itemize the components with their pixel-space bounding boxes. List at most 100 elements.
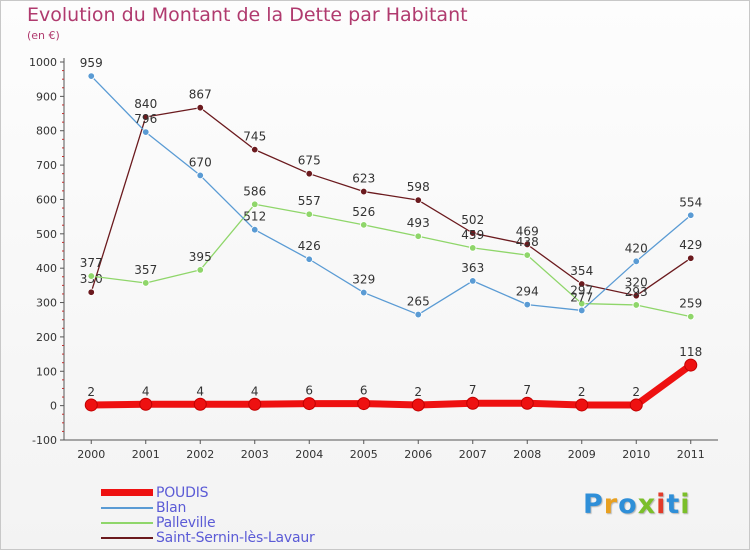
legend-swatch	[101, 489, 153, 496]
data-label: 438	[516, 235, 539, 249]
data-label: 502	[461, 213, 484, 227]
legend-label: Palleville	[156, 514, 216, 531]
data-label: 6	[360, 384, 368, 398]
data-label: 623	[352, 172, 375, 186]
x-tick-label: 2003	[241, 448, 269, 461]
data-label: 426	[298, 239, 321, 253]
legend-swatch	[101, 506, 153, 509]
x-tick-label: 2002	[186, 448, 214, 461]
data-label: 586	[243, 184, 266, 198]
data-point	[360, 288, 368, 297]
data-label: 118	[679, 345, 702, 359]
data-point	[469, 277, 477, 285]
data-point	[523, 251, 531, 259]
x-tick-label: 2000	[77, 448, 105, 461]
data-point	[139, 397, 153, 411]
legend-item: Blan	[101, 500, 315, 516]
x-tick-label: 2008	[513, 448, 541, 461]
data-point	[469, 229, 477, 237]
data-label: 4	[196, 384, 204, 398]
data-label: 4	[142, 384, 150, 398]
data-label: 526	[352, 205, 375, 219]
data-label: 2	[414, 385, 422, 399]
data-point	[360, 187, 368, 196]
legend-swatch	[101, 536, 153, 539]
data-point	[520, 396, 534, 410]
legend-label: POUDIS	[156, 484, 209, 501]
data-point	[251, 200, 259, 208]
legend-item: POUDIS	[101, 484, 315, 501]
chart-subtitle: (en €)	[27, 29, 60, 42]
data-label: 2	[578, 385, 586, 399]
data-point	[687, 211, 695, 219]
data-point	[632, 257, 640, 266]
data-label: 867	[189, 88, 212, 102]
data-label: 745	[243, 130, 266, 144]
y-tick-label: 800	[36, 125, 57, 138]
y-tick-label: 100	[36, 365, 57, 378]
data-point	[87, 72, 95, 80]
data-label: 297	[570, 284, 593, 298]
data-label: 395	[189, 250, 212, 264]
data-label: 557	[298, 194, 321, 208]
series-line	[90, 107, 692, 297]
data-point	[687, 312, 695, 321]
data-point	[414, 196, 422, 204]
legend: POUDIS Blan Palleville Saint-Sernin-lès-Lav…	[101, 484, 315, 546]
data-label: 2	[632, 385, 640, 399]
chart-title: Evolution du Montant de la Dette par Hab…	[27, 4, 468, 26]
data-point	[629, 398, 643, 412]
legend-item: Saint-Sernin-lès-Lavaur	[101, 529, 315, 546]
data-point	[142, 279, 150, 287]
data-label: 4	[251, 384, 259, 398]
data-label: 554	[679, 195, 702, 209]
y-tick-label: 1000	[29, 56, 57, 69]
data-point	[632, 301, 640, 309]
data-label: 420	[625, 241, 648, 255]
data-point	[196, 104, 204, 112]
data-label: 429	[679, 238, 702, 252]
data-point	[684, 358, 698, 372]
data-point	[632, 291, 640, 300]
data-point	[248, 397, 262, 411]
data-label: 294	[516, 285, 539, 299]
data-label: 796	[134, 112, 157, 126]
y-tick-label: 500	[36, 228, 57, 241]
legend-swatch	[101, 521, 153, 524]
data-point	[305, 169, 313, 178]
data-point	[84, 398, 98, 412]
data-point	[469, 244, 477, 252]
y-tick-label: 400	[36, 262, 57, 275]
data-label: 320	[625, 276, 648, 290]
data-point	[251, 145, 259, 154]
y-tick-label: 600	[36, 193, 57, 206]
data-point	[411, 398, 425, 412]
x-tick-label: 2011	[677, 448, 705, 461]
data-label: 670	[189, 155, 212, 169]
data-label: 598	[407, 180, 430, 194]
data-point	[357, 397, 371, 411]
legend-item: Palleville	[101, 514, 315, 531]
data-point	[302, 397, 316, 411]
data-label: 265	[407, 295, 430, 309]
data-point	[196, 266, 204, 274]
data-point	[142, 113, 150, 121]
data-point	[305, 210, 313, 218]
data-label: 675	[298, 154, 321, 168]
data-label: 357	[134, 263, 157, 277]
data-point	[87, 272, 95, 280]
data-point	[687, 254, 695, 262]
data-label: 293	[625, 285, 648, 299]
data-point	[414, 232, 422, 240]
legend-label: Saint-Sernin-lès-Lavaur	[156, 529, 315, 546]
data-label: 7	[523, 383, 531, 397]
data-label: 6	[305, 384, 313, 398]
data-point	[466, 396, 480, 410]
data-label: 363	[461, 261, 484, 275]
data-point	[87, 288, 95, 296]
data-point	[142, 128, 150, 136]
data-point	[196, 171, 204, 180]
data-label: 512	[243, 210, 266, 224]
